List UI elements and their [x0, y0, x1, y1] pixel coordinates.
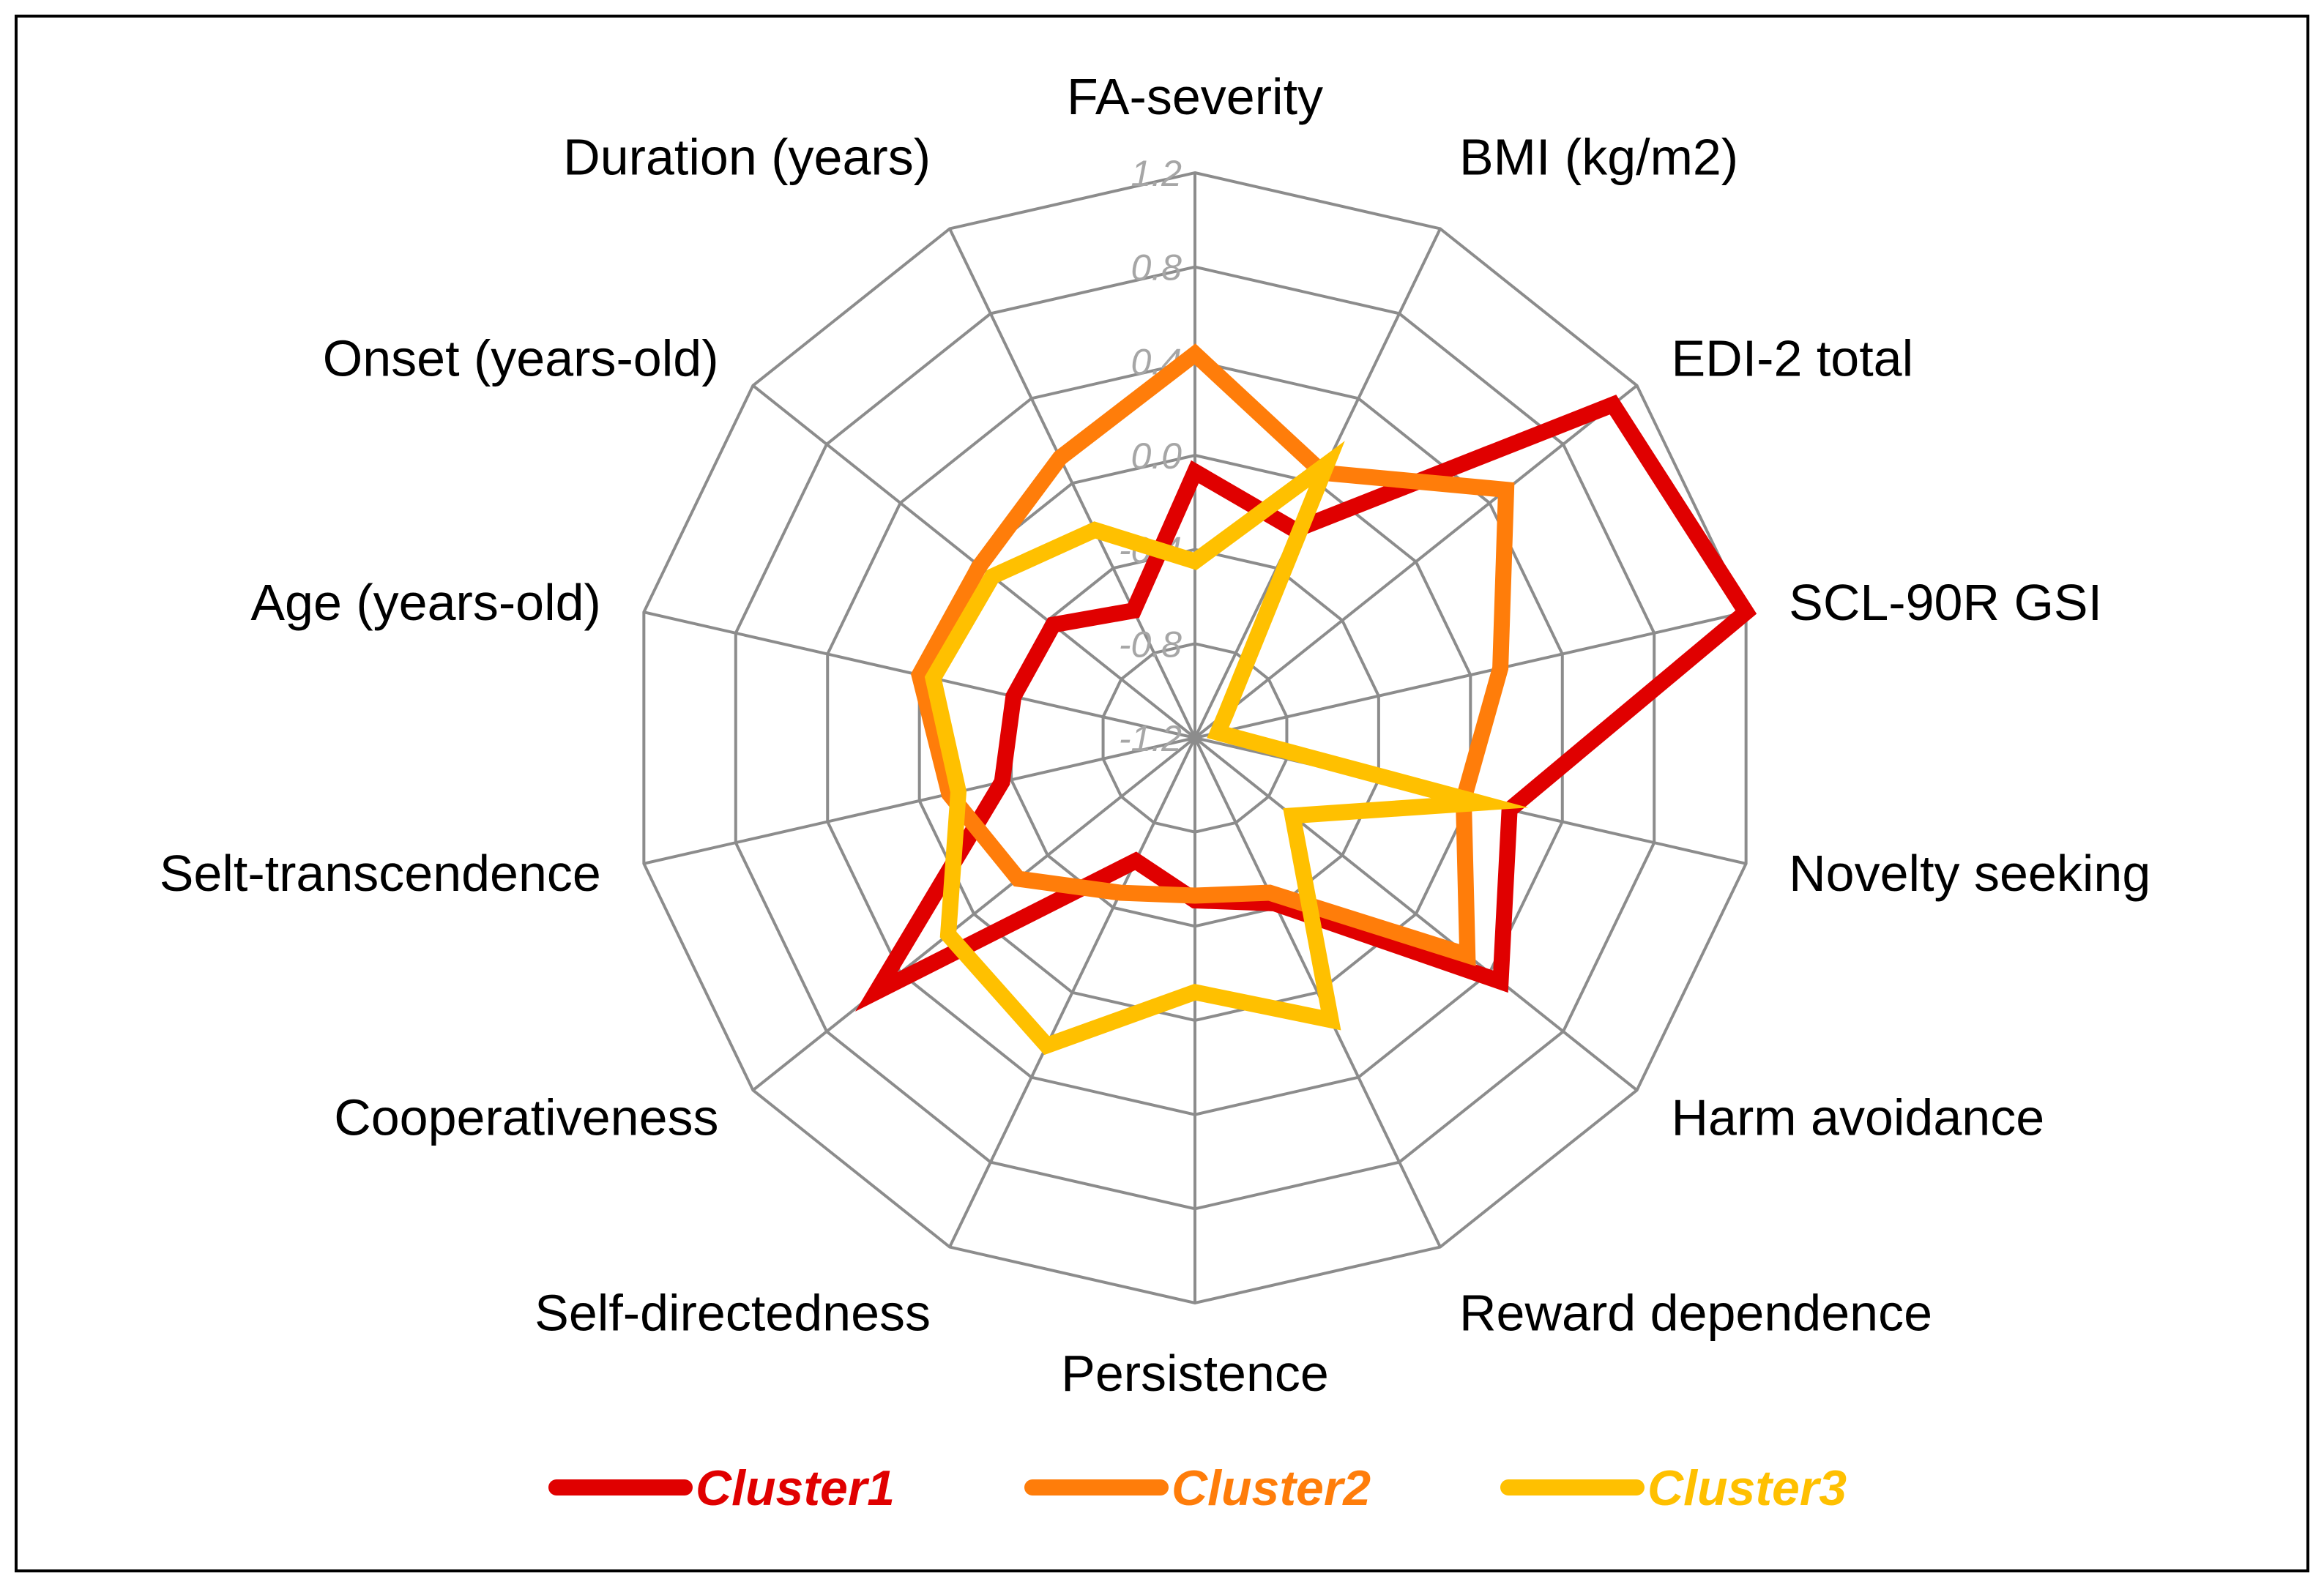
category-label: Novelty seeking — [1789, 845, 2150, 902]
category-label: FA-severity — [1067, 68, 1323, 125]
category-label: Age (years-old) — [250, 574, 601, 631]
series-line-cluster3 — [924, 441, 1529, 1056]
spoke — [1194, 610, 1747, 739]
legend: Cluster1 Cluster2 Cluster3 — [548, 1460, 1847, 1516]
legend-label: Cluster1 — [696, 1460, 895, 1516]
tick-label: 1.2 — [1131, 153, 1182, 194]
tick-label: 0.8 — [1131, 247, 1182, 288]
category-label: Onset (years-old) — [323, 329, 719, 387]
category-label: Reward dependence — [1459, 1285, 1932, 1342]
series-lines — [854, 343, 1757, 1056]
category-label: SCL-90R GSI — [1789, 574, 2102, 631]
spoke — [948, 228, 1196, 739]
legend-label: Cluster3 — [1647, 1460, 1847, 1516]
spoke — [643, 736, 1196, 865]
spoke — [1193, 736, 1638, 1091]
category-label: Selt-transcendence — [160, 845, 601, 902]
category-label: Persistence — [1061, 1345, 1329, 1402]
spoke — [948, 737, 1196, 1248]
category-label: BMI (kg/m2) — [1459, 128, 1738, 185]
tick-label: -1.2 — [1119, 718, 1182, 759]
category-label: EDI-2 total — [1671, 329, 1913, 387]
series-line-cluster2 — [910, 343, 1515, 966]
category-label: Cooperativeness — [334, 1089, 718, 1146]
spoke — [1193, 384, 1638, 739]
tick-label: 0.0 — [1131, 436, 1182, 477]
category-label: Duration (years) — [563, 128, 931, 185]
spoke — [752, 736, 1196, 1091]
legend-label: Cluster2 — [1172, 1460, 1371, 1516]
category-labels: FA-severity BMI (kg/m2) EDI-2 total SCL-90R… — [160, 68, 2151, 1402]
category-label: Harm avoidance — [1671, 1089, 2044, 1146]
category-label: Self-directedness — [535, 1285, 931, 1342]
tick-label: -0.8 — [1119, 624, 1182, 665]
